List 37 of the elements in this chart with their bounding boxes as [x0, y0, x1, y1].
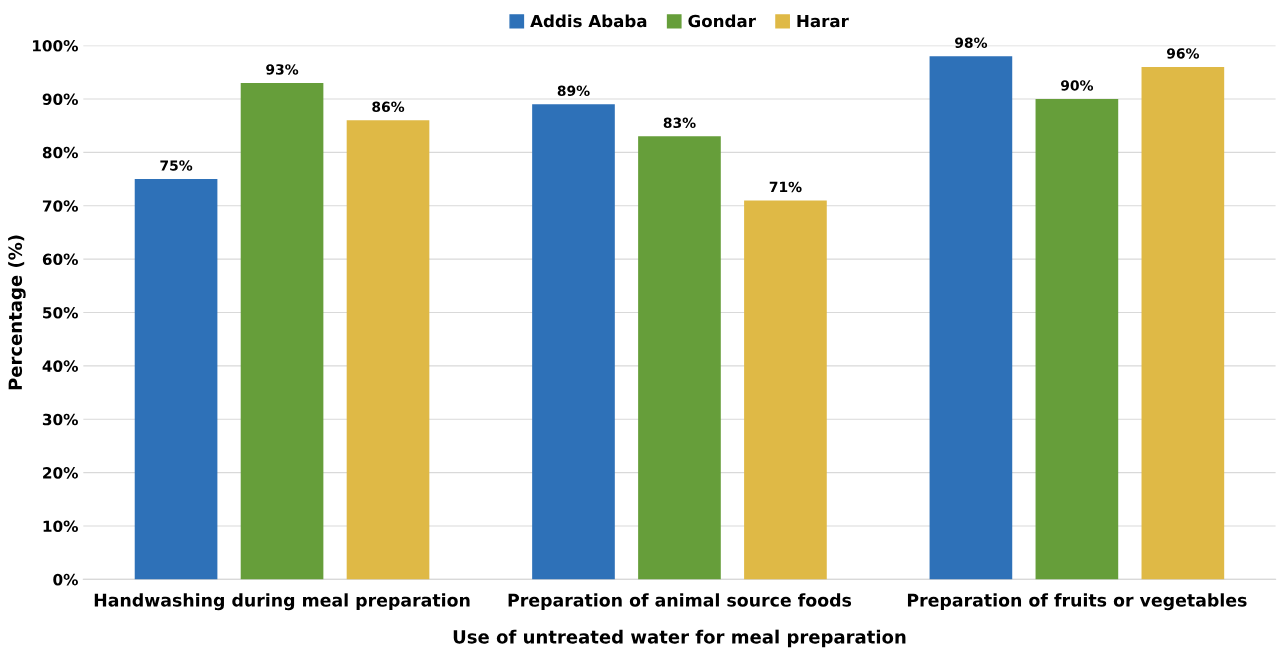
bar [532, 104, 615, 580]
x-tick-label: Handwashing during meal preparation [94, 593, 470, 611]
x-axis-title: Use of untreated water for meal preparation [453, 629, 906, 648]
data-label: 75% [160, 160, 193, 171]
data-label: 83% [663, 117, 696, 129]
y-tick-label: 90% [42, 93, 78, 105]
data-label: 86% [372, 101, 405, 113]
y-tick-label: 10% [43, 520, 78, 533]
bar [638, 136, 721, 580]
y-tick-label: 40% [42, 360, 78, 372]
bar [240, 82, 324, 580]
y-tick-label: 60% [42, 253, 78, 266]
legend-label: Gondar [688, 14, 756, 28]
legend-label: Harar [797, 14, 849, 28]
data-label: 98% [955, 37, 988, 48]
y-tick-label: 100% [32, 40, 78, 52]
y-tick-label: 80% [42, 146, 78, 159]
bar [1141, 66, 1225, 580]
y-tick-label: 20% [43, 467, 78, 479]
y-tick-label: 30% [42, 413, 78, 426]
data-label: 93% [266, 64, 299, 75]
y-tick-label: 50% [43, 306, 78, 319]
y-tick-label: 70% [42, 200, 78, 212]
x-tick-label: Preparation of fruits or vegetables [907, 593, 1247, 611]
bar [744, 200, 827, 580]
x-tick-label: Preparation of animal source foods [508, 593, 852, 611]
y-axis-title: Percentage (%) [8, 235, 26, 390]
bar [134, 179, 218, 580]
bar [1035, 98, 1119, 580]
data-label: 96% [1166, 48, 1200, 59]
data-label: 89% [557, 85, 590, 97]
data-label: 71% [769, 181, 802, 193]
bar [346, 120, 430, 580]
bar [929, 56, 1013, 580]
y-tick-label: 0% [53, 573, 78, 586]
legend-label: Addis Ababa [530, 14, 647, 28]
data-label: 90% [1060, 80, 1094, 91]
